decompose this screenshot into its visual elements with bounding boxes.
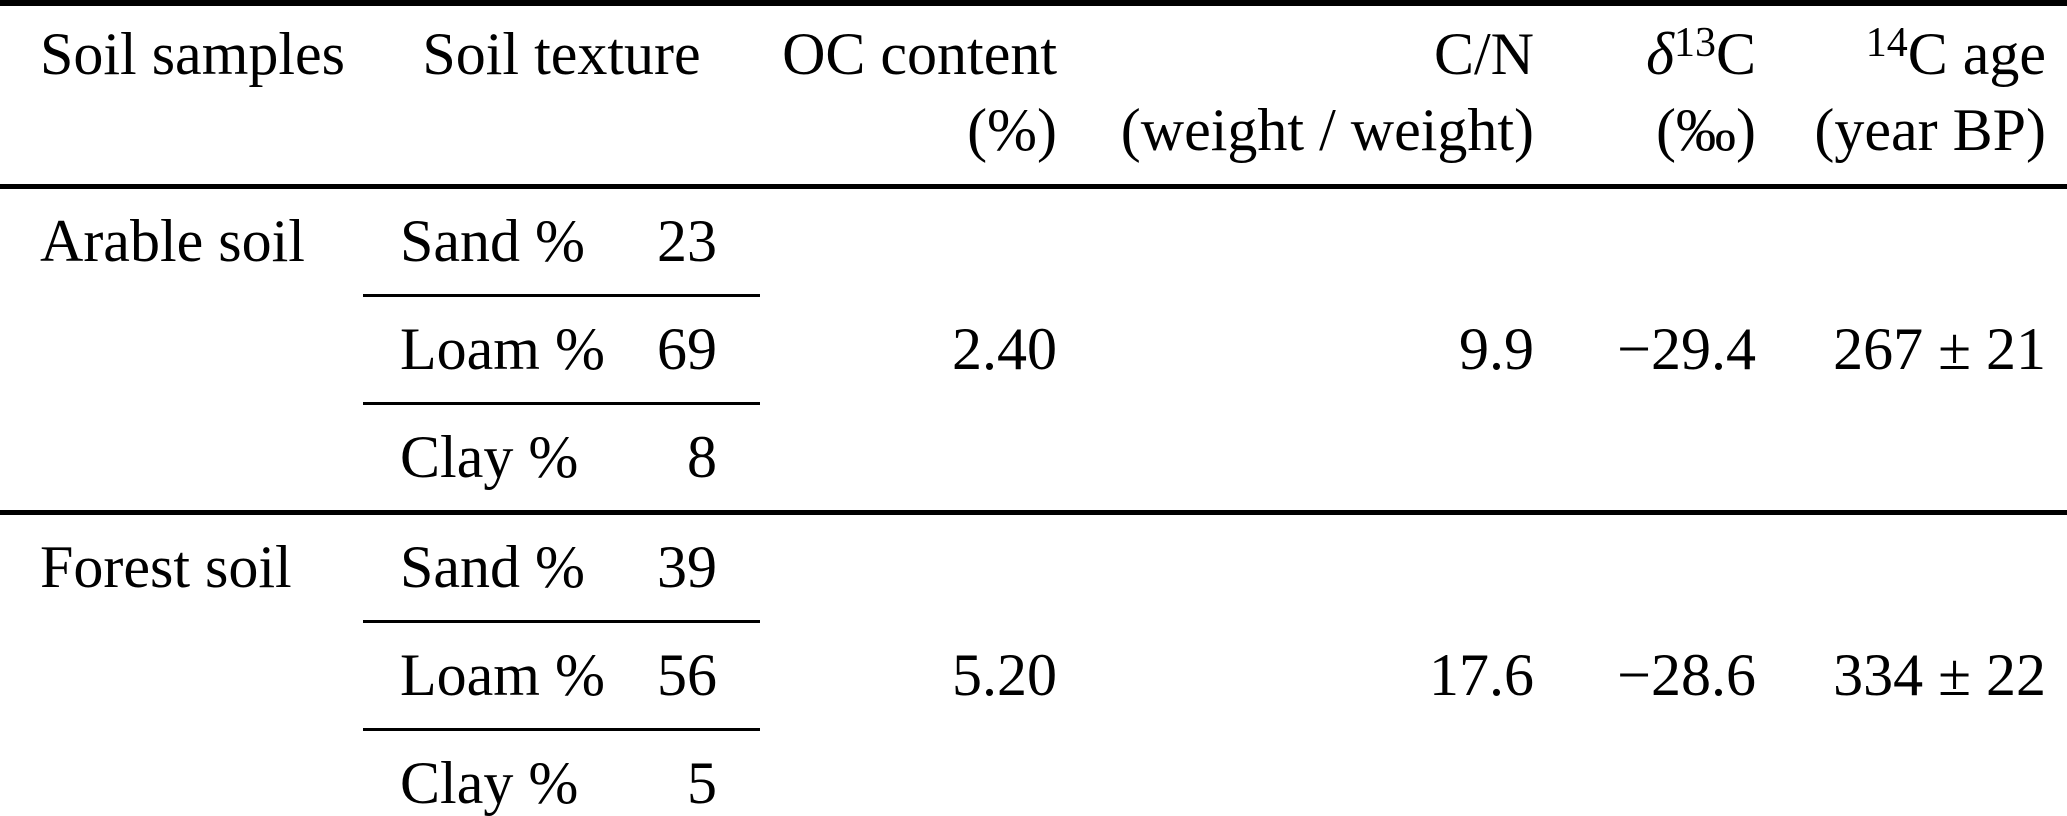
- table-row: Loam % 56: [0, 621, 2067, 731]
- header-soil-texture-label: Soil texture: [422, 21, 701, 87]
- table-row: Forest soil Sand % 39 5.20 17.6 −28.6 33…: [0, 510, 2067, 816]
- c-age-label: C age: [1907, 21, 2047, 87]
- header-spacer: [40, 92, 363, 168]
- forest-loam-label: Loam %: [363, 621, 605, 731]
- arable-sample-name: Arable soil: [40, 208, 305, 274]
- forest-loam-value: 56: [580, 621, 761, 731]
- header-cn-unit: (weight / weight): [1120, 97, 1535, 163]
- forest-delta13c-value: −28.6: [1556, 510, 1779, 816]
- forest-sand-value: 39: [580, 510, 761, 623]
- arable-oc-value: 2.40: [952, 316, 1058, 382]
- superscript-13: 13: [1673, 20, 1716, 67]
- forest-sample-name: Forest soil: [0, 510, 363, 816]
- forest-oc-value: 5.20: [760, 510, 1080, 816]
- header-soil-texture: Soil texture: [363, 3, 761, 189]
- arable-clay-label: Clay %: [400, 424, 579, 490]
- arable-sand-value: 23: [580, 186, 761, 297]
- arable-cn-value: 9.9: [1459, 316, 1535, 382]
- table-row: Clay % 8: [0, 404, 2067, 513]
- table-row: Clay % 5: [0, 730, 2067, 816]
- header-delta13c: δ13C (‰): [1556, 3, 1779, 189]
- header-soil-samples: Soil samples: [0, 3, 363, 189]
- header-delta13c-line1: δ13C: [1556, 16, 1756, 92]
- header-14c-age: 14C age (year BP): [1778, 3, 2067, 189]
- header-spacer: [363, 92, 760, 168]
- arable-clay-value: 8: [687, 424, 718, 490]
- arable-loam-value: 69: [580, 295, 761, 405]
- forest-clay-label: Clay %: [400, 750, 579, 816]
- arable-sand-label: Sand %: [363, 186, 585, 297]
- arable-14c-age-value: 267 ± 21: [1833, 316, 2047, 382]
- header-cn-ratio: C/N (weight / weight): [1079, 3, 1557, 189]
- arable-loam-label: Loam %: [363, 295, 605, 405]
- header-14c-unit: (year BP): [1814, 97, 2047, 163]
- table-row: Arable soil Sand % 23 2.40 9.9 −29.4 267…: [0, 186, 2067, 382]
- forest-cn-value: 17.6: [1079, 510, 1557, 816]
- table-row: Loam % 69: [0, 295, 2067, 405]
- header-oc-line1: OC content: [782, 21, 1058, 87]
- header-oc-content: OC content (%): [760, 3, 1080, 189]
- header-delta13c-unit: (‰): [1656, 97, 1757, 163]
- header-row: Soil samples Soil texture OC content (%)…: [0, 3, 2067, 189]
- header-soil-samples-label: Soil samples: [40, 21, 346, 87]
- arable-delta13c-value: −29.4: [1617, 316, 1757, 382]
- superscript-14: 14: [1865, 20, 1908, 67]
- forest-14c-age-value: 334 ± 22: [1778, 510, 2067, 816]
- forest-sand-label: Sand %: [363, 510, 585, 623]
- header-14c-line1: 14C age: [1778, 16, 2046, 92]
- delta-symbol: δ: [1646, 21, 1674, 87]
- forest-clay-value: 5: [687, 750, 718, 816]
- header-oc-unit: (%): [967, 97, 1058, 163]
- carbon-symbol: C: [1715, 21, 1757, 87]
- header-cn-line1: C/N: [1433, 21, 1535, 87]
